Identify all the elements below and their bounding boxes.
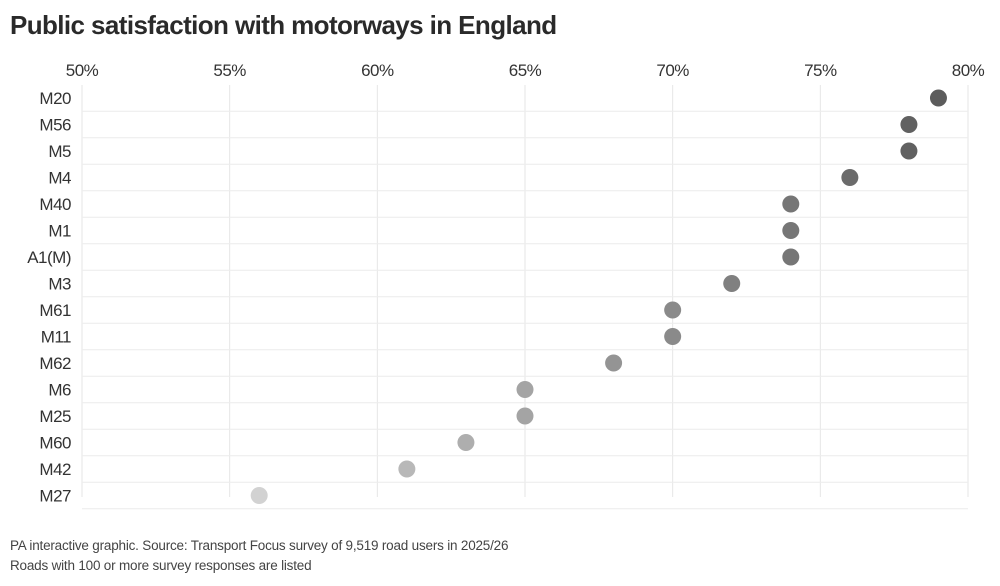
x-axis-ticks: 50% 55% 60% 65% 70% 75% 80% — [66, 61, 985, 80]
x-tick-label: 70% — [656, 61, 689, 80]
x-tick-label: 50% — [66, 61, 99, 80]
category-label: M4 — [48, 169, 71, 188]
x-tick-label: 80% — [952, 61, 985, 80]
category-label: A1(M) — [27, 248, 71, 267]
category-label: M25 — [39, 407, 71, 426]
category-label: M62 — [39, 354, 71, 373]
category-label: M56 — [39, 116, 71, 135]
data-point[interactable] — [900, 142, 918, 160]
category-label: M27 — [39, 487, 71, 506]
x-tick-label: 65% — [509, 61, 542, 80]
data-point[interactable] — [516, 381, 534, 398]
data-point[interactable] — [841, 169, 859, 186]
source-note: PA interactive graphic. Source: Transpor… — [10, 538, 509, 553]
category-label: M40 — [39, 195, 71, 214]
data-point[interactable] — [782, 222, 800, 239]
data-point[interactable] — [782, 195, 800, 213]
data-point[interactable] — [664, 301, 682, 319]
inclusion-note: Roads with 100 or more survey responses … — [10, 558, 312, 573]
x-tick-label: 60% — [361, 61, 394, 80]
category-label: M11 — [41, 328, 71, 347]
data-points — [250, 89, 947, 504]
category-labels: M20 M56 M5 M4 M40 M1 A1(M) M3 M61 M11 M62 M6 M25 M60 M… — [27, 89, 71, 506]
data-point[interactable] — [664, 328, 682, 345]
category-label: M20 — [39, 89, 71, 108]
data-point[interactable] — [398, 460, 416, 478]
data-point[interactable] — [929, 89, 947, 107]
category-label: M1 — [48, 222, 71, 241]
data-point[interactable] — [457, 434, 475, 451]
data-point[interactable] — [782, 248, 800, 266]
data-point[interactable] — [250, 487, 268, 504]
category-label: M42 — [39, 460, 71, 479]
category-label: M61 — [39, 301, 71, 320]
chart-title: Public satisfaction with motorways in En… — [10, 10, 557, 40]
category-label: M60 — [39, 434, 71, 453]
data-point[interactable] — [516, 407, 534, 425]
data-point[interactable] — [900, 116, 918, 133]
category-label: M3 — [48, 275, 71, 294]
category-label: M6 — [48, 381, 71, 400]
x-tick-label: 75% — [804, 61, 837, 80]
x-tick-label: 55% — [213, 61, 246, 80]
data-point[interactable] — [605, 354, 623, 372]
category-label: M5 — [48, 142, 71, 161]
grid-lines — [81, 85, 969, 510]
data-point[interactable] — [723, 275, 741, 292]
